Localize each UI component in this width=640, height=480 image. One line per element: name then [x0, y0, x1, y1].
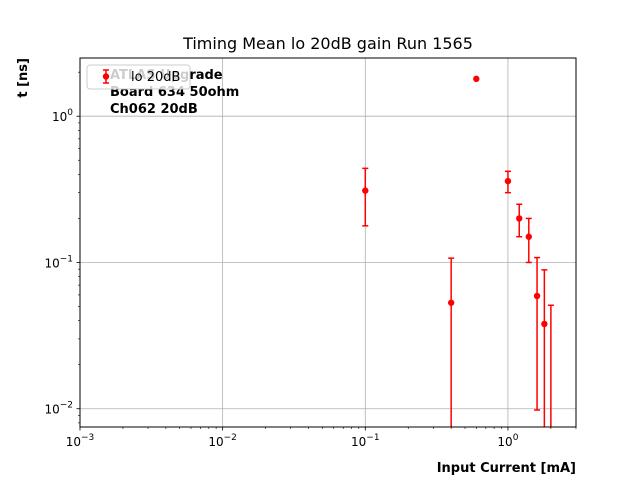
legend: lo 20dB [86, 64, 191, 90]
y-tick-label: 10−1 [44, 254, 73, 270]
data-point [533, 292, 541, 300]
y-tick-label: 10−2 [44, 401, 73, 417]
x-tick-label: 10−2 [208, 433, 237, 449]
grid-lines [80, 58, 576, 427]
x-axis-label: Input Current [mA] [437, 461, 576, 476]
data-point [516, 215, 523, 222]
legend-box [86, 64, 191, 90]
data-point [362, 187, 369, 194]
annotation-line: Ch062 20dB [110, 102, 198, 117]
y-tick-label: 100 [52, 108, 73, 124]
data-series [362, 75, 554, 427]
data-point [504, 177, 512, 185]
chart-title: Timing Mean lo 20dB gain Run 1565 [182, 34, 473, 53]
plot-frame [79, 57, 577, 428]
legend-label: lo 20dB [131, 70, 180, 85]
data-point [541, 320, 548, 328]
axis-ticks: 10−3 10−2 10−1 100 10−2 10−1 100 [44, 71, 577, 449]
data-point [447, 299, 455, 306]
x-tick-label: 100 [497, 433, 518, 449]
legend-marker [102, 69, 110, 84]
data-point [473, 75, 480, 83]
legend-point [102, 73, 110, 80]
y-axis-label: t [ns] [16, 58, 31, 98]
x-tick-label: 10−1 [351, 433, 380, 449]
x-tick-label: 10−3 [66, 433, 95, 449]
data-point [525, 233, 532, 240]
